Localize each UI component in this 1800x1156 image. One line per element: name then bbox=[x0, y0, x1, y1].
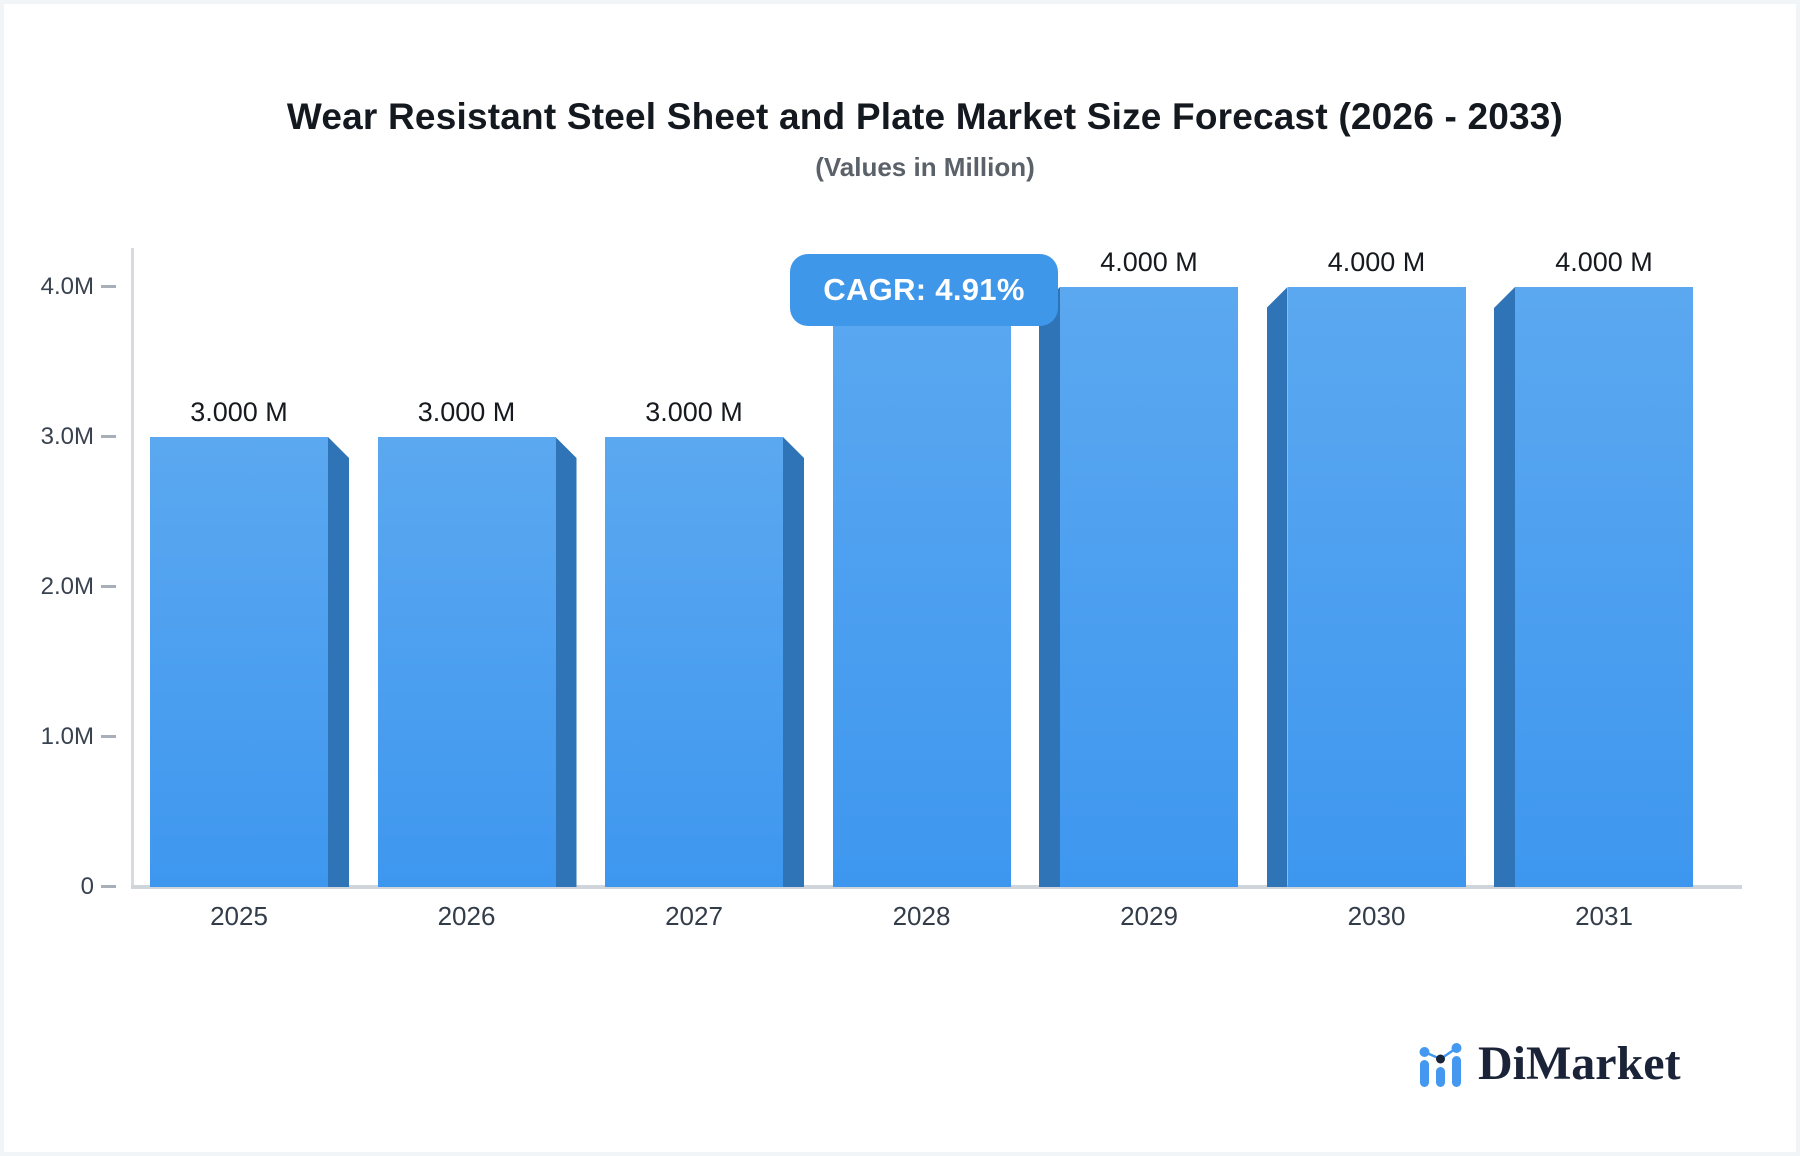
y-axis-label-2.0M: 2.0M bbox=[40, 573, 94, 600]
bar-side-3d-2025 bbox=[328, 437, 349, 887]
bar-side-3d-2030 bbox=[1266, 287, 1288, 887]
bar-side-3d-2027 bbox=[783, 437, 804, 887]
bar-side-3d-2029 bbox=[1039, 287, 1060, 887]
y-axis-tick bbox=[101, 735, 116, 738]
chart-subtitle: (Values in Million) bbox=[815, 152, 1035, 182]
bar-chart-logo-icon bbox=[1419, 1042, 1462, 1087]
bar-2026[interactable] bbox=[377, 437, 556, 887]
x-axis-label-2026: 2026 bbox=[437, 901, 496, 931]
y-axis-label-3.0M: 3.0M bbox=[40, 423, 94, 450]
bar-value-label-2025: 3.000 M bbox=[190, 397, 288, 427]
y-axis-tick bbox=[101, 885, 116, 888]
bar-side-3d-2026 bbox=[555, 437, 577, 887]
x-axis-label-2027: 2027 bbox=[665, 901, 723, 931]
bar-2028[interactable] bbox=[832, 287, 1011, 887]
y-axis-tick bbox=[101, 285, 116, 288]
bar-2030[interactable] bbox=[1287, 287, 1466, 887]
x-axis-label-2030: 2030 bbox=[1347, 901, 1406, 931]
x-axis-label-2031: 2031 bbox=[1575, 901, 1633, 931]
bar-2029[interactable] bbox=[1060, 287, 1238, 887]
bar-2031[interactable] bbox=[1515, 287, 1693, 887]
x-axis-label-2029: 2029 bbox=[1120, 901, 1178, 931]
y-axis-tick bbox=[101, 435, 116, 438]
x-axis-label-2025: 2025 bbox=[210, 901, 268, 931]
y-axis-line bbox=[131, 248, 134, 889]
chart-header: Wear Resistant Steel Sheet and Plate Mar… bbox=[60, 96, 1790, 183]
bar-value-label-2026: 3.000 M bbox=[417, 397, 516, 427]
x-axis-label-2028: 2028 bbox=[892, 901, 951, 931]
bar-2025[interactable] bbox=[150, 437, 328, 887]
y-axis-label-4.0M: 4.0M bbox=[40, 273, 94, 300]
bar-value-label-2031: 4.000 M bbox=[1555, 247, 1653, 277]
bar-value-label-2029: 4.000 M bbox=[1100, 247, 1198, 277]
y-axis-label-0: 0 bbox=[80, 873, 94, 900]
bar-2027[interactable] bbox=[605, 437, 783, 887]
y-axis-label-1.0M: 1.0M bbox=[40, 723, 94, 750]
dimarket-logo[interactable]: DiMarket bbox=[1418, 1036, 1681, 1091]
bar-value-label-2027: 3.000 M bbox=[645, 397, 743, 427]
y-axis-tick bbox=[101, 585, 116, 588]
chart-title: Wear Resistant Steel Sheet and Plate Mar… bbox=[286, 96, 1564, 137]
bar-side-3d-2031 bbox=[1494, 287, 1515, 887]
bar-value-label-2030: 4.000 M bbox=[1327, 247, 1426, 277]
cagr-badge: CAGR: 4.91% bbox=[790, 254, 1058, 326]
x-axis-line bbox=[131, 885, 1742, 889]
dimarket-logo-text: DiMarket bbox=[1478, 1037, 1681, 1090]
